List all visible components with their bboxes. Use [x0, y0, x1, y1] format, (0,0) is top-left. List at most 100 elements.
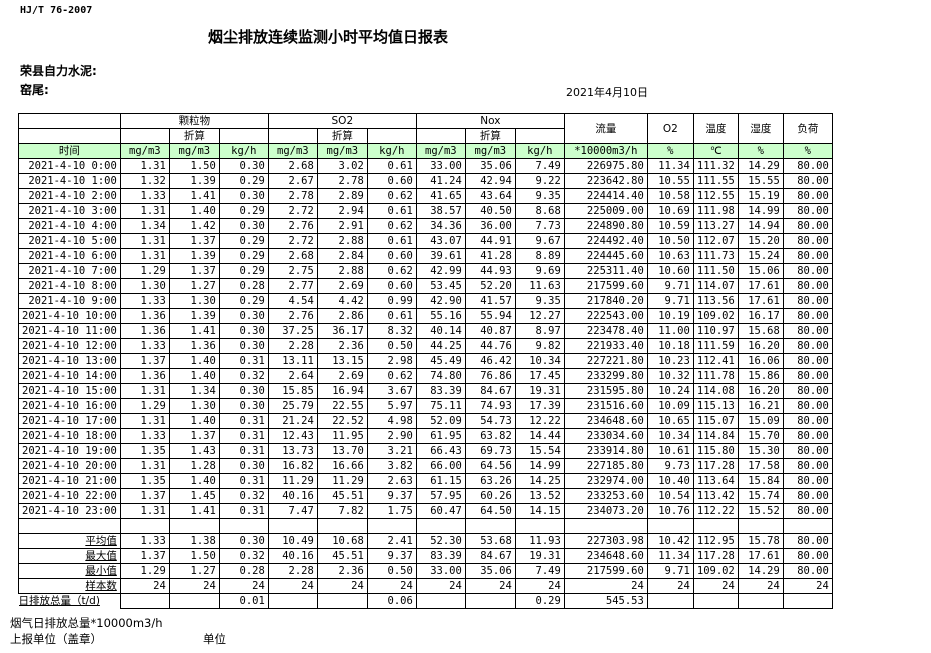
value-cell: 3.02 [316, 158, 368, 174]
table-row: 2021-4-10 17:00 1.31 1.40 0.31 21.24 22.52 4.9… [18, 413, 833, 429]
value-cell: 224414.40 [563, 188, 648, 204]
value-cell: 33.00 [415, 563, 466, 579]
blank-header-cell [218, 128, 269, 144]
time-cell: 2021-4-10 2:00 [18, 188, 121, 204]
table-row: 2021-4-10 22:00 1.37 1.45 0.32 40.16 45.51 9.3… [18, 488, 833, 504]
unit-header-cell: kg/h [366, 143, 417, 159]
value-cell: 234073.20 [563, 503, 648, 519]
value-cell: 24 [415, 578, 466, 594]
value-cell: 15.55 [737, 173, 784, 189]
value-cell: 15.74 [737, 488, 784, 504]
value-cell: 12.27 [514, 308, 565, 324]
table-row: 2021-4-10 4:00 1.34 1.42 0.30 2.76 2.91 0.62 34… [18, 218, 833, 234]
table-row: 2021-4-10 5:00 1.31 1.37 0.29 2.72 2.88 0.61 43… [18, 233, 833, 249]
value-cell: 55.94 [464, 308, 516, 324]
value-cell: 10.24 [646, 383, 694, 399]
value-cell: 2.69 [316, 278, 368, 294]
value-cell: 14.94 [737, 218, 784, 234]
value-cell: 84.67 [464, 548, 516, 564]
value-cell: 1.41 [168, 323, 220, 339]
value-cell: 10.60 [646, 263, 694, 279]
table-row: 2021-4-10 9:00 1.33 1.30 0.29 4.54 4.42 0.99 42… [18, 293, 833, 309]
value-cell: 15.52 [737, 503, 784, 519]
value-cell: 1.41 [168, 188, 220, 204]
value-cell: 80.00 [782, 428, 833, 444]
value-cell: 0.30 [218, 338, 269, 354]
value-cell: 11.63 [514, 278, 565, 294]
value-cell: 74.93 [464, 398, 516, 414]
value-cell: 0.31 [218, 473, 269, 489]
value-cell: 10.76 [646, 503, 694, 519]
table-row: 2021-4-10 21:00 1.35 1.40 0.31 11.29 11.29 2.6… [18, 473, 833, 489]
value-cell: 1.40 [168, 203, 220, 219]
value-cell: 0.60 [366, 248, 417, 264]
value-cell: 40.87 [464, 323, 516, 339]
value-cell: 7.73 [514, 218, 565, 234]
value-cell: 1.31 [119, 203, 170, 219]
value-cell: 1.37 [168, 233, 220, 249]
so2-converted-header: 折算 [316, 128, 368, 144]
value-cell: 80.00 [782, 488, 833, 504]
value-cell: 1.31 [119, 248, 170, 264]
value-cell: 2.75 [267, 263, 318, 279]
value-cell: 113.56 [692, 293, 739, 309]
table-row: 2021-4-10 1:00 1.32 1.39 0.29 2.67 2.78 0.60 41… [18, 173, 833, 189]
value-cell: 24 [168, 578, 220, 594]
report-date: 2021年4月10日 [566, 86, 648, 99]
value-cell: 0.62 [366, 218, 417, 234]
report-body: 颗粒物 SO2 Nox 流量 O2 温度 湿度 负荷 折算 折算 折算 时间 m… [10, 113, 833, 647]
value-cell: 0.29 [514, 593, 565, 609]
value-cell: 2.76 [267, 218, 318, 234]
value-cell: 112.95 [692, 533, 739, 549]
nox-header: Nox [415, 113, 565, 129]
unit-header-cell: % [646, 143, 694, 159]
value-cell: 15.78 [737, 533, 784, 549]
report-title: 烟尘排放连续监测小时平均值日报表 [208, 28, 449, 46]
value-cell: 39.61 [415, 248, 466, 264]
row-label: 平均值 [18, 533, 121, 549]
value-cell [646, 518, 694, 534]
value-cell: 10.23 [646, 353, 694, 369]
value-cell: 2.89 [316, 188, 368, 204]
value-cell: 0.61 [366, 233, 417, 249]
value-cell: 11.00 [646, 323, 694, 339]
particulate-converted-header: 折算 [168, 128, 220, 144]
value-cell: 36.17 [316, 323, 368, 339]
value-cell: 113.42 [692, 488, 739, 504]
value-cell: 21.24 [267, 413, 318, 429]
value-cell: 4.42 [316, 293, 368, 309]
value-cell: 1.32 [119, 173, 170, 189]
value-cell [514, 518, 565, 534]
value-cell: 0.29 [218, 263, 269, 279]
value-cell: 1.39 [168, 173, 220, 189]
value-cell: 10.34 [514, 353, 565, 369]
value-cell: 80.00 [782, 548, 833, 564]
value-cell: 40.14 [415, 323, 466, 339]
value-cell: 38.57 [415, 203, 466, 219]
value-cell [168, 518, 220, 534]
value-cell: 10.42 [646, 533, 694, 549]
table-row: 2021-4-10 13:00 1.37 1.40 0.31 13.11 13.15 2.9… [18, 353, 833, 369]
value-cell: 222543.00 [563, 308, 648, 324]
value-cell: 42.94 [464, 173, 516, 189]
value-cell: 15.30 [737, 443, 784, 459]
value-cell: 41.28 [464, 248, 516, 264]
value-cell: 16.17 [737, 308, 784, 324]
value-cell: 0.61 [366, 308, 417, 324]
blank-header-cell [366, 128, 417, 144]
value-cell [119, 518, 170, 534]
value-cell: 1.40 [168, 473, 220, 489]
time-cell: 2021-4-10 6:00 [18, 248, 121, 264]
value-cell: 1.29 [119, 263, 170, 279]
units-row: 时间 mg/m3 mg/m3 kg/h mg/m3 mg/m3 kg/h mg/m3 mg/m… [18, 143, 833, 159]
value-cell: 66.43 [415, 443, 466, 459]
time-cell: 2021-4-10 3:00 [18, 203, 121, 219]
value-cell: 8.32 [366, 323, 417, 339]
value-cell: 233034.60 [563, 428, 648, 444]
time-cell: 2021-4-10 5:00 [18, 233, 121, 249]
value-cell: 10.34 [646, 428, 694, 444]
value-cell: 8.68 [514, 203, 565, 219]
time-cell: 2021-4-10 15:00 [18, 383, 121, 399]
value-cell: 1.35 [119, 443, 170, 459]
value-cell: 225311.40 [563, 263, 648, 279]
